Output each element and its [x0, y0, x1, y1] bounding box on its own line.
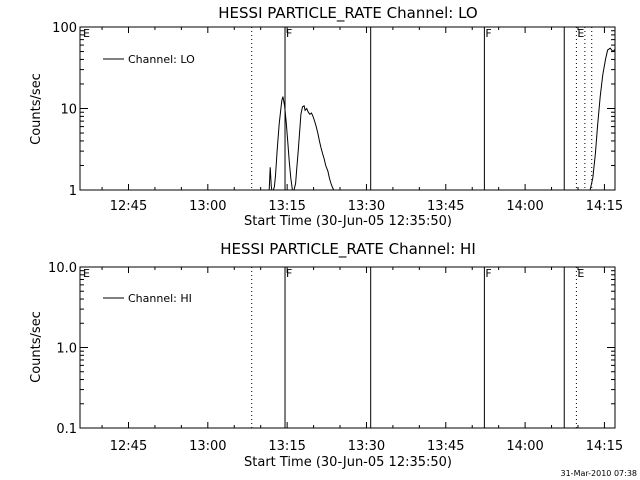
lo-y-tick-labels: 1 10 100 — [52, 21, 77, 199]
lo-channel-panel: HESSI PARTICLE_RATE Channel: LO Counts/s… — [29, 4, 623, 229]
hi-x-tick-label: 13:00 — [189, 439, 226, 454]
lo-event-marker-label: F — [286, 27, 292, 40]
lo-plot-frame — [79, 26, 616, 191]
lo-series-line — [589, 47, 615, 190]
lo-y-tick-label: 100 — [52, 21, 77, 36]
hi-event-marker-label: E — [83, 267, 90, 280]
hi-x-tick-label: 14:00 — [506, 439, 543, 454]
lo-x-tick-label: 14:15 — [586, 199, 623, 214]
hi-x-tick-label: 14:15 — [586, 439, 623, 454]
hi-x-tick-label: 12:45 — [110, 439, 147, 454]
hi-y-axis-title: Counts/sec — [29, 311, 44, 383]
hi-event-marker-label: E — [577, 267, 584, 280]
lo-event-marker-label: E — [83, 27, 90, 40]
hi-x-tick-label: 13:30 — [348, 439, 385, 454]
lo-x-tick-label: 13:15 — [268, 199, 305, 214]
lo-dynamic-layer — [80, 26, 615, 191]
lo-series-line — [268, 96, 337, 190]
hi-x-tick-labels: 12:45 13:00 13:15 13:30 13:45 14:00 14:1… — [110, 439, 623, 454]
lo-marker-labels: F F EE — [83, 27, 584, 40]
hi-chart-title: HESSI PARTICLE_RATE Channel: HI — [220, 240, 476, 259]
hi-event-marker-label: F — [286, 267, 292, 280]
hi-event-marker-label: F — [485, 267, 491, 280]
hi-y-tick-label: 10.0 — [48, 261, 77, 276]
hi-legend-label: Channel: HI — [128, 292, 192, 305]
lo-legend-label: Channel: LO — [128, 53, 195, 66]
lo-x-tick-labels: 12:45 13:00 13:15 13:30 13:45 14:00 14:1… — [110, 199, 623, 214]
hi-channel-panel: HESSI PARTICLE_RATE Channel: HI Counts/s… — [29, 240, 623, 470]
lo-x-tick-label: 13:30 — [348, 199, 385, 214]
lo-x-axis-title: Start Time (30-Jun-05 12:35:50) — [244, 214, 452, 229]
lo-x-tick-label: 14:00 — [506, 199, 543, 214]
lo-chart-title: HESSI PARTICLE_RATE Channel: LO — [218, 4, 477, 23]
hi-x-tick-label: 13:45 — [427, 439, 464, 454]
lo-event-marker-label: E — [577, 27, 584, 40]
hi-marker-labels: F F EE — [83, 267, 584, 280]
hi-x-tick-label: 13:15 — [268, 439, 305, 454]
hi-x-axis-title: Start Time (30-Jun-05 12:35:50) — [244, 455, 452, 470]
lo-event-marker-label: F — [485, 27, 491, 40]
hi-y-tick-label: 1.0 — [56, 342, 77, 357]
hi-y-tick-labels: 0.1 1.0 10.0 — [48, 261, 77, 437]
hi-plot-frame — [79, 266, 616, 429]
footer-timestamp: 31-Mar-2010 07:38 — [561, 469, 638, 478]
lo-y-tick-label: 1 — [69, 184, 77, 199]
hi-dynamic-layer — [80, 266, 615, 429]
lo-x-tick-label: 13:45 — [427, 199, 464, 214]
lo-y-axis-title: Counts/sec — [29, 73, 44, 145]
lo-x-tick-label: 12:45 — [110, 199, 147, 214]
hi-y-tick-label: 0.1 — [56, 422, 77, 437]
lo-x-tick-label: 13:00 — [189, 199, 226, 214]
lo-y-tick-label: 10 — [60, 103, 77, 118]
